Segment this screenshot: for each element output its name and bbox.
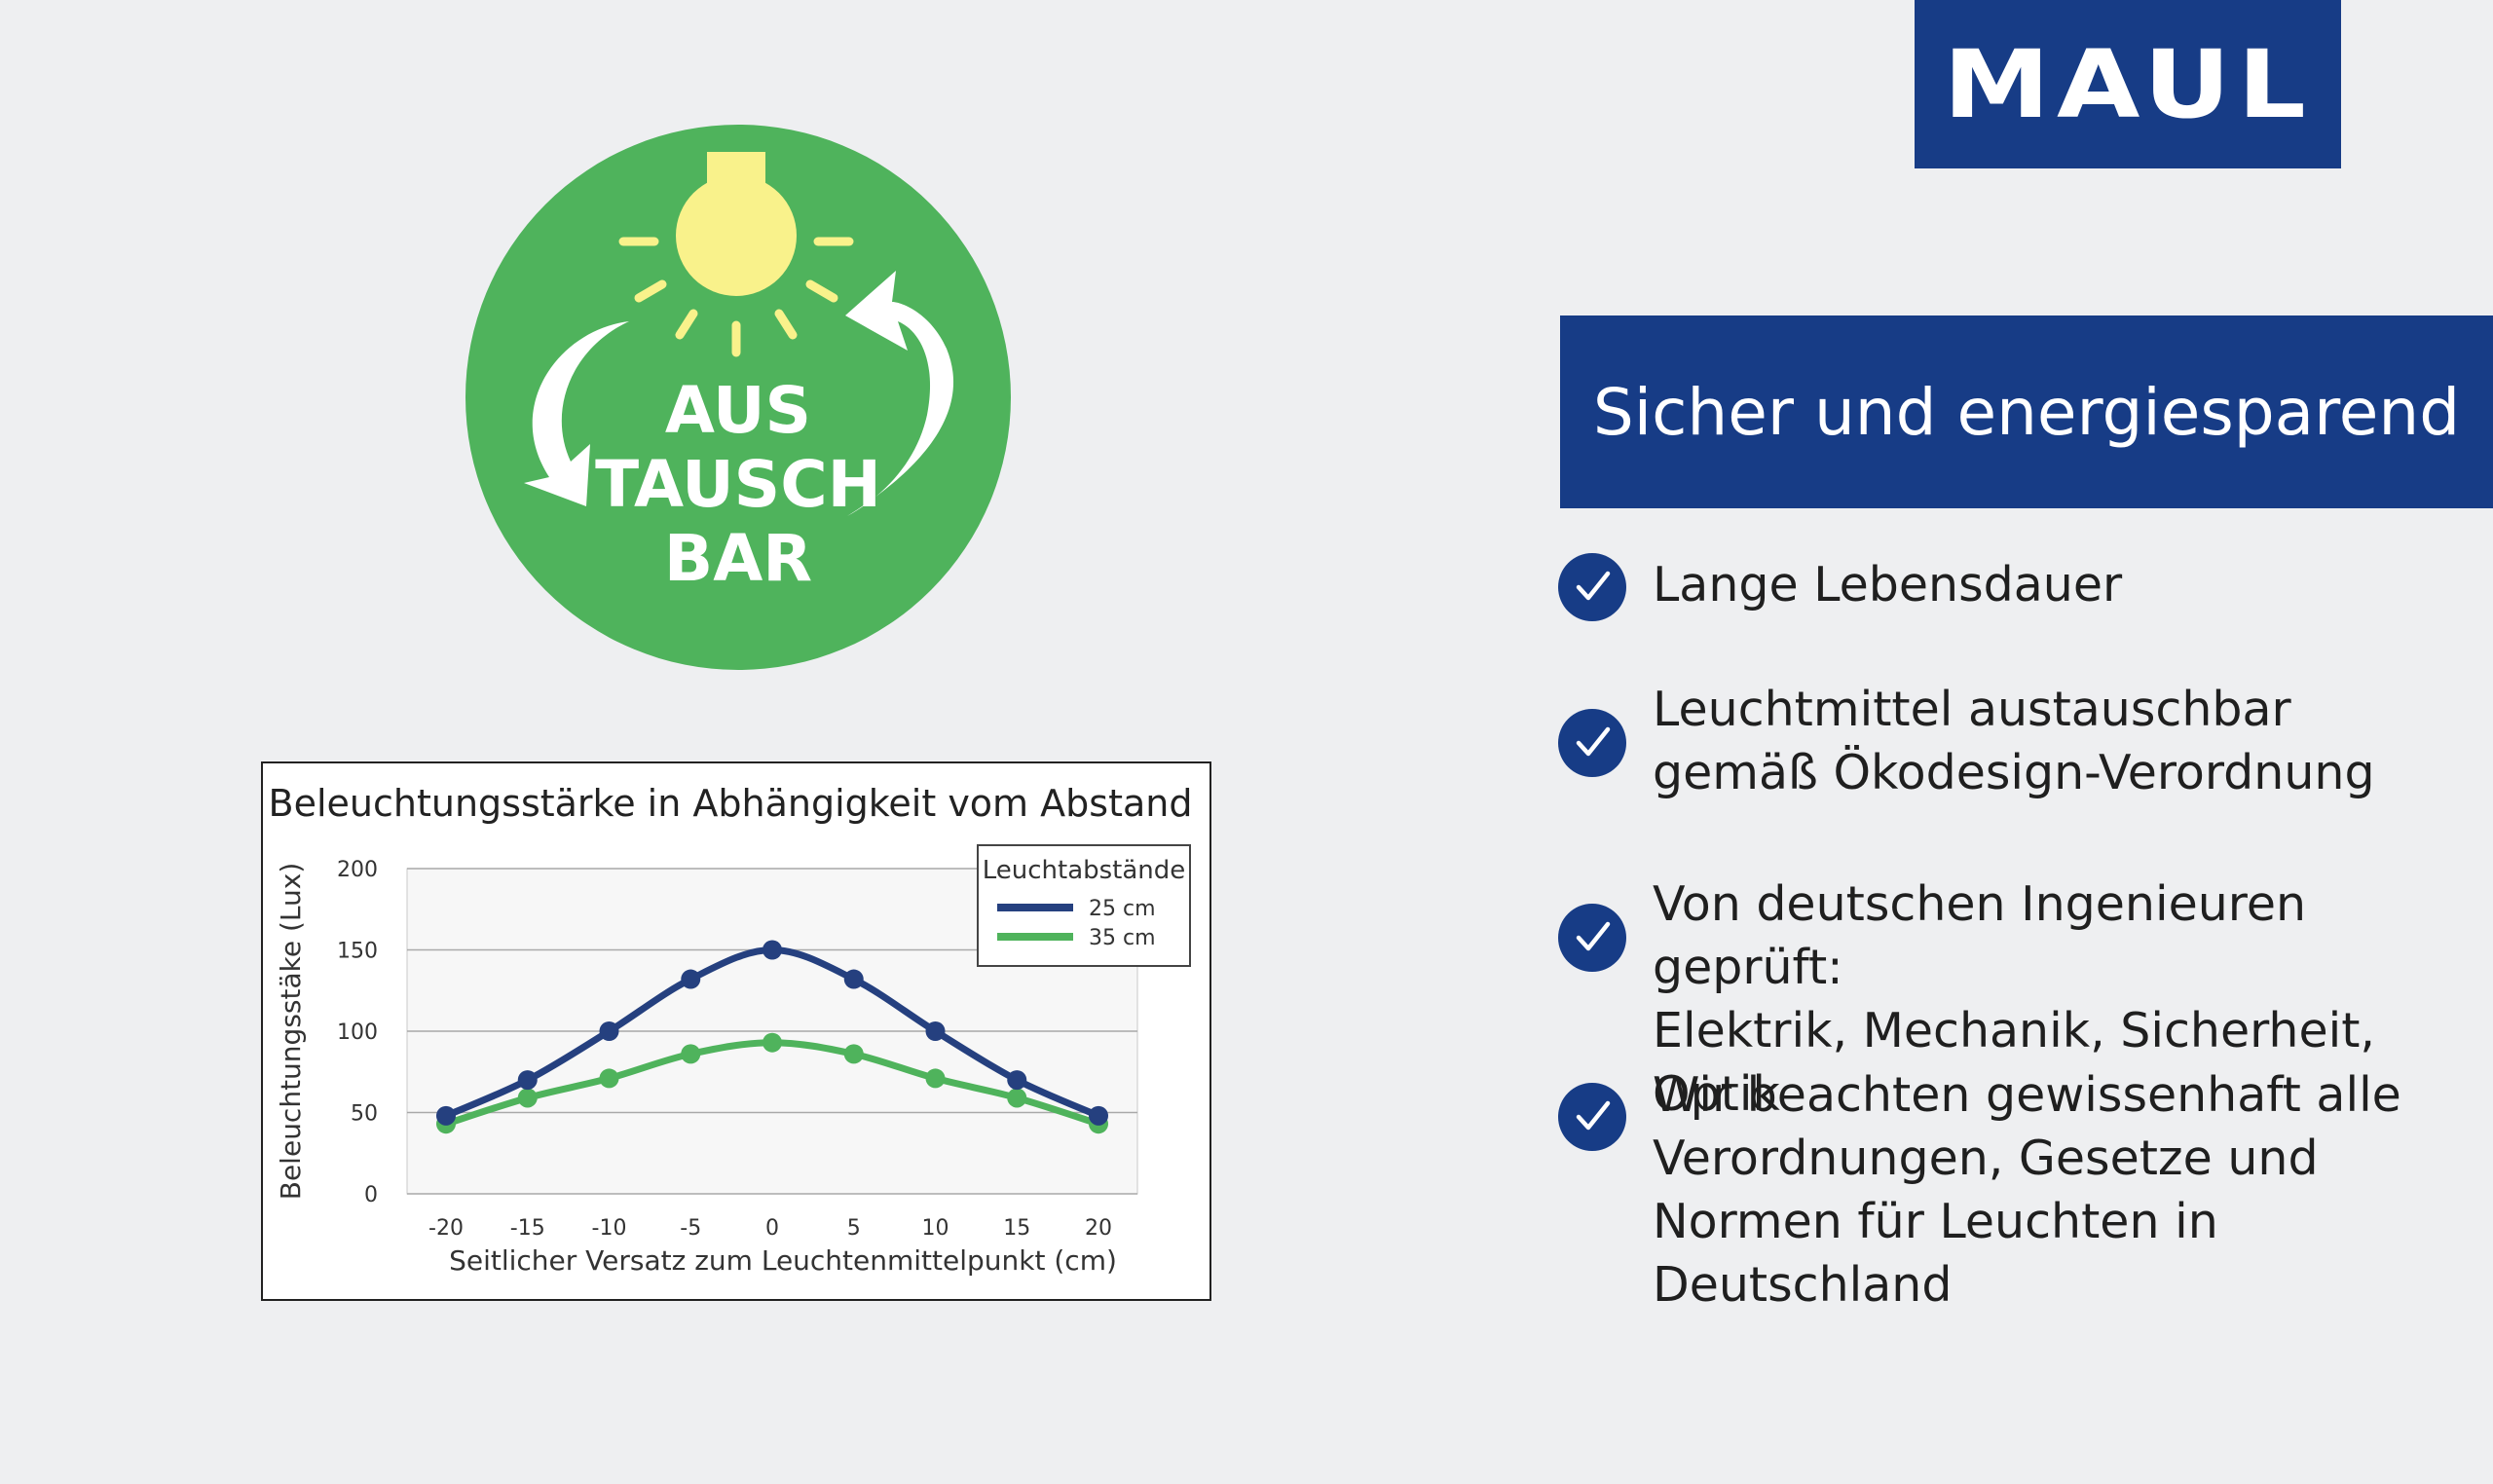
headline-banner: Sicher und energiesparend bbox=[1560, 315, 2493, 508]
feature-text: Wir beachten gewissenhaft alle Verordnun… bbox=[1653, 1063, 2401, 1317]
data-point bbox=[925, 1021, 946, 1041]
feature-item: Lange Lebensdauer bbox=[1558, 553, 2122, 621]
data-point bbox=[843, 1044, 864, 1064]
x-tick-label: 15 bbox=[1003, 1216, 1030, 1241]
x-tick-label: 20 bbox=[1085, 1216, 1112, 1241]
data-point bbox=[1007, 1088, 1027, 1108]
y-tick-label: 150 bbox=[337, 940, 378, 964]
badge-line-1: AUS bbox=[665, 373, 811, 448]
feature-list: Lange Lebensdauer Leuchtmittel austausch… bbox=[1558, 0, 2493, 1363]
x-tick-label: 5 bbox=[847, 1216, 861, 1241]
feature-line: Elektrik, Mechanik, Sicherheit, Optik bbox=[1653, 1003, 2375, 1122]
chart-legend: Leuchtabstände 25 cm 35 cm bbox=[977, 844, 1191, 967]
data-point bbox=[599, 1021, 619, 1041]
lightbulb-icon bbox=[618, 152, 854, 357]
check-icon bbox=[1558, 904, 1626, 972]
data-point bbox=[1089, 1105, 1108, 1126]
chart-svg: Beleuchtungsstärke in Abhängigkeit vom A… bbox=[269, 782, 1193, 1277]
chart-title: Beleuchtungsstärke in Abhängigkeit vom A… bbox=[269, 782, 1193, 825]
feature-text: Von deutschen Ingenieuren geprüft: Elekt… bbox=[1653, 872, 2493, 1126]
check-icon bbox=[1558, 1083, 1626, 1151]
feature-line: Leuchtmittel austauschbar bbox=[1653, 682, 2291, 737]
y-tick-label: 50 bbox=[351, 1102, 378, 1127]
swap-arrows-icon bbox=[524, 271, 954, 516]
x-tick-label: -10 bbox=[592, 1216, 627, 1241]
legend-entry: 35 cm bbox=[1089, 926, 1156, 950]
x-tick-label: -20 bbox=[428, 1216, 464, 1241]
check-icon bbox=[1558, 553, 1626, 621]
data-point bbox=[681, 969, 701, 989]
banner-title: Sicher und energiesparend bbox=[1592, 374, 2461, 450]
check-icon bbox=[1558, 709, 1626, 777]
data-point bbox=[681, 1044, 701, 1064]
badge-text: AUS TAUSCH BAR bbox=[595, 373, 881, 596]
x-tick-label: -5 bbox=[680, 1216, 701, 1241]
feature-item: Von deutschen Ingenieuren geprüft: Elekt… bbox=[1558, 876, 2493, 1126]
feature-text: Leuchtmittel austauschbar gemäß Ökodesig… bbox=[1653, 678, 2375, 804]
x-tick-label: 10 bbox=[922, 1216, 949, 1241]
feature-item: Leuchtmittel austauschbar gemäß Ökodesig… bbox=[1558, 682, 2375, 804]
data-point bbox=[517, 1088, 538, 1108]
badge-circle bbox=[465, 125, 1011, 670]
feature-line: Normen für Leuchten in bbox=[1653, 1194, 2218, 1249]
data-point bbox=[517, 1070, 538, 1091]
data-point bbox=[436, 1105, 456, 1126]
y-tick-label: 200 bbox=[337, 858, 378, 882]
x-axis-label: Seitlicher Versatz zum Leuchtenmittelpun… bbox=[449, 1244, 1117, 1277]
feature-line: Deutschland bbox=[1653, 1257, 1953, 1313]
data-point bbox=[1007, 1070, 1027, 1091]
feature-line: Lange Lebensdauer bbox=[1653, 557, 2123, 612]
feature-item: Wir beachten gewissenhaft alle Verordnun… bbox=[1558, 1067, 2401, 1317]
x-tick-label: -15 bbox=[510, 1216, 545, 1241]
feature-line: Von deutschen Ingenieuren geprüft: bbox=[1653, 876, 2307, 995]
data-point bbox=[925, 1068, 946, 1089]
y-tick-label: 0 bbox=[364, 1183, 378, 1207]
y-axis-label: Beleuchtungsstäke (Lux) bbox=[275, 863, 307, 1201]
y-tick-label: 100 bbox=[337, 1020, 378, 1045]
feature-line: Wir beachten gewissenhaft alle bbox=[1653, 1067, 2401, 1123]
data-point bbox=[763, 940, 782, 960]
legend-entry: 25 cm bbox=[1089, 897, 1156, 921]
data-point bbox=[599, 1068, 619, 1089]
brand-name: MAUL bbox=[1943, 29, 2313, 139]
legend-title: Leuchtabstände bbox=[983, 856, 1186, 885]
badge-line-3: BAR bbox=[664, 521, 812, 596]
brand-logo: MAUL bbox=[1915, 0, 2341, 168]
illuminance-chart: Beleuchtungsstärke in Abhängigkeit vom A… bbox=[261, 761, 1211, 1301]
data-point bbox=[763, 1032, 782, 1053]
x-tick-label: 0 bbox=[765, 1216, 779, 1241]
feature-line: Verordnungen, Gesetze und bbox=[1653, 1131, 2319, 1186]
badge-line-2: TAUSCH bbox=[595, 447, 881, 522]
data-point bbox=[843, 969, 864, 989]
feature-text: Lange Lebensdauer bbox=[1653, 553, 2122, 616]
replaceable-badge: AUS TAUSCH BAR bbox=[465, 125, 1011, 670]
feature-line: gemäß Ökodesign-Verordnung bbox=[1653, 745, 2375, 800]
